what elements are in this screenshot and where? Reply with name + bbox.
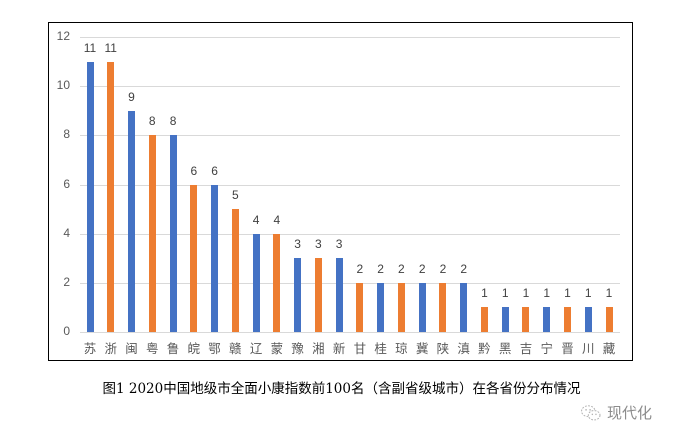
bar [397,282,405,332]
x-tick-label: 赣 [229,341,242,356]
bar [211,184,219,332]
data-label: 4 [273,212,281,227]
data-label: 3 [294,237,301,252]
wechat-icon [581,404,601,420]
bar [584,307,592,332]
bar [252,233,260,332]
data-label: 1 [501,286,509,301]
bar [148,135,156,332]
y-tick-label: 10 [56,78,70,93]
watermark: 现代化 [580,402,652,423]
bar [128,110,136,332]
x-tick-label: 黔 [478,341,491,356]
data-label: 11 [104,40,117,55]
x-tick-label: 闽 [125,341,138,356]
data-label: 11 [83,40,97,55]
x-tick-label: 冀 [415,341,429,356]
bar [501,307,509,332]
data-label: 6 [190,163,198,178]
data-label: 6 [211,163,218,178]
data-label: 4 [252,212,260,227]
x-tick-label: 辽 [249,341,263,356]
bar [335,258,343,332]
gridline [80,86,620,88]
y-tick-label: 8 [63,127,70,142]
bar [418,282,426,332]
x-tick-label: 皖 [187,341,201,356]
x-tick-label: 浙 [104,341,117,356]
x-tick-label: 豫 [291,341,304,356]
data-label: 3 [315,237,322,252]
bar [377,282,385,332]
bar [543,307,551,332]
x-tick-label: 吉 [519,341,533,356]
data-label: 2 [418,261,426,276]
data-label: 1 [522,286,530,301]
data-label: 9 [128,89,135,104]
data-label: 1 [605,286,613,301]
data-label: 2 [377,261,384,276]
x-tick-label: 桂 [374,341,387,356]
bar [605,307,613,332]
data-label: 2 [356,261,364,276]
x-tick-label: 晋 [561,341,574,356]
data-label: 1 [481,286,488,301]
bar [294,258,302,332]
y-tick-label: 4 [63,225,70,240]
bar [480,307,488,332]
data-label: 1 [564,286,571,301]
bar [169,135,177,332]
x-tick-label: 黑 [498,341,512,356]
x-tick-label: 藏 [602,341,616,356]
x-tick-label: 陕 [436,341,450,356]
x-tick-label: 苏 [83,341,97,356]
bar [563,307,571,332]
data-label: 3 [335,237,343,252]
x-tick-label: 湘 [312,341,325,356]
x-tick-label: 粤 [146,341,159,356]
figure-caption: 图1 2020中国地级市全面小康指数前100名（含副省级城市）在各省份分布情况 [102,381,581,397]
x-tick-label: 新 [332,341,346,356]
data-label: 2 [460,261,468,276]
x-tick-label: 琼 [395,341,408,356]
gridline [80,282,620,284]
data-label: 2 [439,261,447,276]
x-tick-label: 鲁 [166,341,180,356]
x-tick-label: 川 [581,341,595,356]
x-tick-label: 甘 [353,341,367,356]
y-tick-label: 6 [63,176,70,191]
y-tick-label: 0 [63,324,70,338]
x-tick-label: 滇 [457,341,470,356]
x-tick-label: 鄂 [208,341,221,356]
bar [314,258,322,332]
gridline [80,332,620,333]
x-tick-label: 蒙 [270,341,284,356]
data-label: 8 [169,114,177,129]
bar [356,282,364,332]
data-label: 2 [398,261,405,276]
gridline [80,37,620,38]
watermark-text: 现代化 [607,404,653,422]
bar [231,209,239,332]
data-label: 8 [148,114,156,129]
y-tick-label: 2 [63,274,70,289]
bar [86,61,94,332]
data-label: 1 [584,286,592,301]
bar [522,307,530,332]
data-label: 1 [543,286,551,301]
bar [190,184,198,332]
data-label: 5 [231,188,239,203]
bar [439,282,447,332]
bar [107,61,115,332]
x-tick-label: 宁 [540,341,553,356]
gridline [80,184,620,186]
y-tick-label: 12 [56,29,70,43]
gridline [80,135,620,137]
bar [460,282,468,332]
bar [273,233,281,332]
gridline [80,233,620,235]
